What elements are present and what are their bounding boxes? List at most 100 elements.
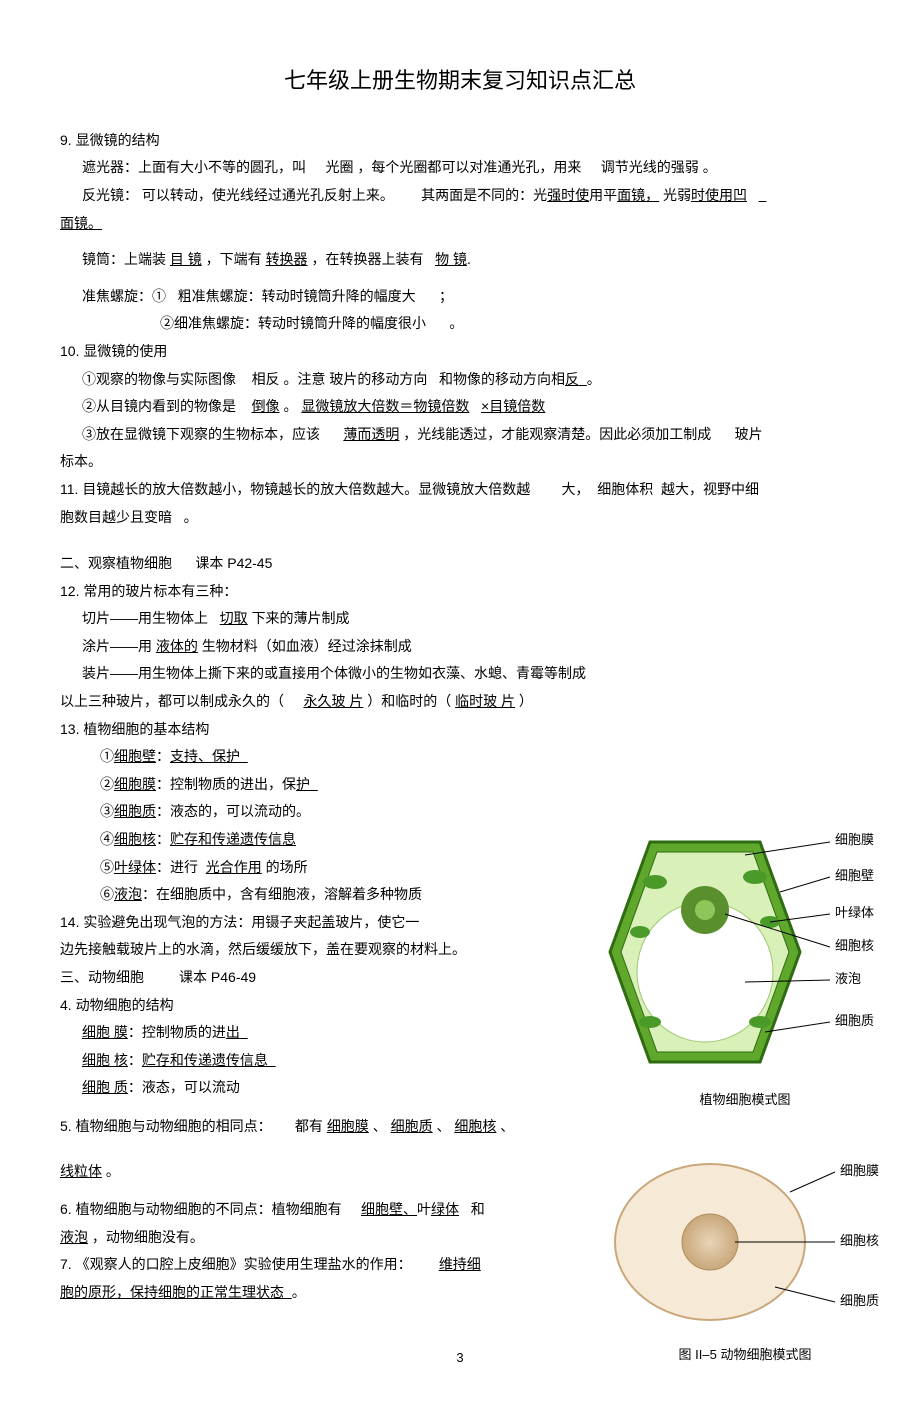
text: 、 (500, 1118, 514, 1134)
u: 光合作用 (206, 859, 262, 875)
text: 和 (471, 1201, 485, 1217)
s12-l4: 以上三种玻片，都可以制成永久的（ 永久玻 片 ）和临时的（ 临时玻 片 ） (60, 688, 860, 715)
u: 薄而透明 (343, 426, 399, 442)
text: ⑥ (100, 886, 114, 902)
u: 物 镜 (435, 251, 467, 267)
text: 三、动物细胞 (60, 969, 144, 985)
u: 液体的 (156, 638, 198, 654)
s10-l4: 标本。 (60, 448, 860, 475)
s10-head: 10. 显微镜的使用 (60, 338, 860, 365)
text: ，在转换器上装有 (311, 251, 423, 267)
text: ①观察的物像与实际图像 (82, 371, 236, 387)
u: 面镜， (617, 187, 659, 203)
u: 镜倍数 (427, 398, 469, 414)
text: 光圈 (325, 159, 353, 175)
s13-head: 13. 植物细胞的基本结构 (60, 716, 860, 743)
text: ③放在显微镜下观察的生物标本，应该 (82, 426, 320, 442)
text: 叶 (417, 1201, 431, 1217)
text: ： (156, 831, 170, 847)
text: 以上三种玻片，都可以制成永久的（ (60, 693, 284, 709)
u: 时使用凹 (691, 187, 747, 203)
label-chloroplast: 叶绿体 (835, 905, 874, 920)
s13-l1: ①细胞壁：支持、保护 (60, 743, 860, 770)
text: ① (100, 748, 114, 764)
u: 支持、保护 (170, 748, 240, 764)
animal-caption: 图 II–5 动物细胞模式图 (605, 1343, 885, 1368)
u: 护 (296, 776, 310, 792)
u: 细胞质 (114, 803, 156, 819)
text: ：控制物质的进 (128, 1024, 226, 1040)
text: ： (128, 1052, 142, 1068)
text: 生物材料（如血液）经过涂抹制成 (202, 638, 412, 654)
text: ②从目镜内看到的物像是 (82, 398, 236, 414)
text: ：在细胞质中，含有细胞液，溶解着多种物质 (142, 886, 422, 902)
content-body: 9. 显微镜的结构 遮光器：上面有大小不等的圆孔，叫 光圈 ，每个光圈都可以对准… (60, 127, 860, 1306)
text: ）和临时的（ (367, 693, 451, 709)
text: ④ (100, 831, 114, 847)
u (268, 1052, 276, 1068)
text: 。注意 (283, 371, 325, 387)
animal-cell-svg: 细胞膜 细胞核 细胞质 (605, 1147, 885, 1337)
text: 6. 植物细胞与动物细胞的不同点：植物细胞有 (60, 1201, 342, 1217)
label-nucleus: 细胞核 (840, 1233, 879, 1248)
text: 大， (561, 481, 589, 497)
text: 玻片 (735, 426, 763, 442)
sec2-head: 二、观察植物细胞 课本 P42-45 (60, 550, 860, 577)
text: ，下端有 (206, 251, 262, 267)
u: 镜倍数 (503, 398, 545, 414)
label-nucleus: 细胞核 (835, 938, 874, 953)
text: 胞数目越少且变暗 (60, 509, 172, 525)
s12-l2: 涂片——用 液体的 生物材料（如血液）经过涂抹制成 (60, 633, 860, 660)
text: ②细准焦螺旋：转动时镜筒升降的幅度很小 (160, 315, 426, 331)
u: 出 (226, 1024, 240, 1040)
u: 贮 (170, 831, 184, 847)
text: 相反 (252, 371, 280, 387)
u (240, 1024, 248, 1040)
label-wall: 细胞壁 (835, 868, 874, 883)
text: 。 (184, 509, 198, 525)
text: 。 (587, 371, 601, 387)
s9-l2: 反光镜： 可以转动，使光线经过通光孔反射上来。 其两面是不同的：光强时使用平面镜… (60, 182, 860, 209)
text: 遮光器：上面有大小不等的圆孔，叫 (82, 159, 306, 175)
text: ，光线能透过，才能观察清楚。因此必须加工制成 (403, 426, 711, 442)
text: ⑤ (100, 859, 114, 875)
text: 、 (436, 1118, 450, 1134)
u: 显微镜放大倍数＝物 (301, 398, 427, 414)
text: 可以转动，使光线经过通光孔反射上来。 (142, 187, 394, 203)
s10-l2: ②从目镜内看到的物像是 倒像 。 显微镜放大倍数＝物镜倍数 ×目镜倍数 (60, 393, 860, 420)
text: 二、观察植物细胞 (60, 555, 172, 571)
s9-l4: 镜筒：上端装 目 镜 ，下端有 转换器 ，在转换器上装有 物 镜. (60, 246, 860, 273)
s9-l1: 遮光器：上面有大小不等的圆孔，叫 光圈 ，每个光圈都可以对准通光孔，用来 调节光… (60, 154, 860, 181)
u: 细胞膜 (327, 1118, 369, 1134)
text: ：进行 (156, 859, 198, 875)
u: 绿体 (431, 1201, 459, 1217)
s9-head: 9. 显微镜的结构 (60, 127, 860, 154)
u: 细胞 核 (82, 1052, 128, 1068)
u: ×目 (481, 398, 503, 414)
u: 液泡 (60, 1229, 88, 1245)
text: 玻片的移动方向 (329, 371, 427, 387)
text: 的场所 (266, 859, 308, 875)
u: 细胞质 (391, 1118, 433, 1134)
text: 、 (373, 1118, 387, 1134)
text: ：控制物质的进出，保 (156, 776, 296, 792)
u (310, 776, 318, 792)
label-vacuole: 液泡 (835, 971, 861, 986)
text: 准焦螺旋：① (82, 288, 166, 304)
text: 粗准焦螺旋：转动时镜筒升降的幅度大 (178, 288, 416, 304)
text: 用平 (589, 187, 617, 203)
text: 都有 (295, 1118, 323, 1134)
u: 叶绿体 (114, 859, 156, 875)
text: 镜筒：上端装 (82, 251, 166, 267)
text: ③ (100, 803, 114, 819)
s12-head: 12. 常用的玻片标本有三种： (60, 578, 860, 605)
label-membrane: 细胞膜 (840, 1163, 879, 1178)
text: . (467, 251, 471, 267)
u: 强时使 (547, 187, 589, 203)
label-membrane: 细胞膜 (835, 832, 874, 847)
u: 细胞壁 (114, 748, 156, 764)
u: 细胞 膜 (82, 1024, 128, 1040)
text: 其两面是不同的：光 (421, 187, 547, 203)
u: 贮 (142, 1052, 156, 1068)
text: 调节光线的强弱 (601, 159, 699, 175)
